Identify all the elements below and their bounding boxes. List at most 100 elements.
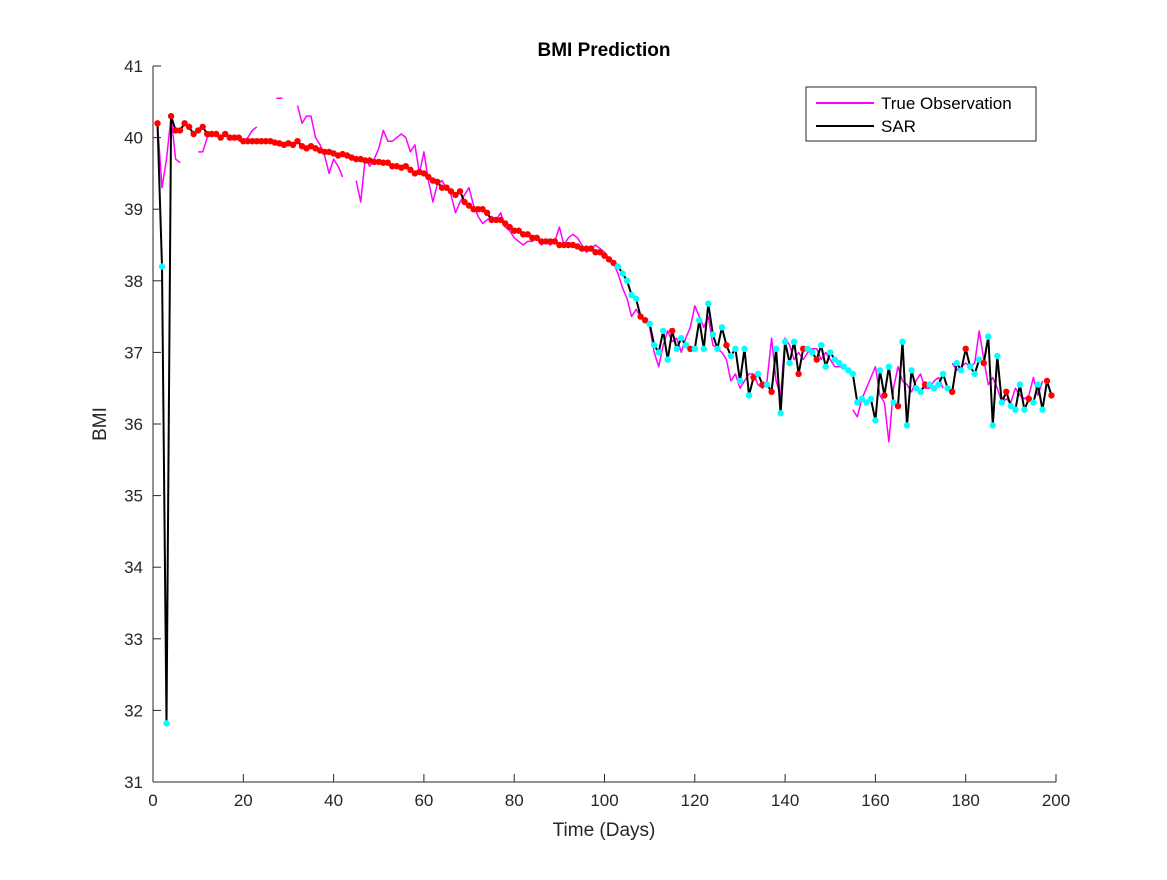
legend-sar-label: SAR bbox=[881, 117, 916, 136]
sar-point-observed bbox=[253, 138, 260, 145]
y-axis-title: BMI bbox=[90, 407, 111, 441]
sar-point-observed bbox=[542, 238, 549, 245]
sar-point-observed bbox=[470, 206, 477, 213]
sar-point-predicted bbox=[872, 417, 879, 424]
sar-point-observed bbox=[669, 327, 676, 335]
y-tick-label: 35 bbox=[124, 487, 143, 506]
y-tick-label: 40 bbox=[124, 129, 143, 148]
sar-point-observed bbox=[768, 388, 775, 395]
sar-point-predicted bbox=[705, 300, 712, 307]
sar-point-observed bbox=[592, 249, 599, 256]
sar-point-observed bbox=[461, 198, 468, 206]
sar-point-predicted bbox=[786, 359, 793, 367]
x-tick-label: 160 bbox=[861, 791, 889, 810]
sar-point-predicted bbox=[899, 338, 906, 345]
sar-point-predicted bbox=[678, 334, 685, 342]
sar-point-predicted bbox=[827, 349, 834, 356]
sar-point-observed bbox=[213, 130, 220, 138]
x-tick-label: 120 bbox=[681, 791, 709, 810]
sar-point-predicted bbox=[935, 381, 942, 388]
sar-point-predicted bbox=[741, 345, 748, 352]
sar-point-predicted bbox=[628, 291, 635, 299]
sar-point-observed bbox=[479, 206, 486, 213]
sar-point-predicted bbox=[777, 410, 784, 417]
sar-point-observed bbox=[637, 313, 644, 320]
sar-point-observed bbox=[384, 159, 391, 166]
sar-point-predicted bbox=[1030, 399, 1037, 406]
sar-point-observed bbox=[167, 112, 175, 120]
sar-point-predicted bbox=[714, 345, 721, 352]
sar-point-observed bbox=[353, 155, 360, 163]
sar-point-predicted bbox=[732, 345, 739, 352]
sar-point-predicted bbox=[1007, 402, 1014, 410]
x-tick-label: 80 bbox=[505, 791, 524, 810]
sar-point-predicted bbox=[809, 349, 816, 356]
sar-point-observed bbox=[407, 166, 414, 173]
sar-point-predicted bbox=[958, 367, 965, 374]
x-tick-label: 40 bbox=[324, 791, 343, 810]
sar-point-predicted bbox=[745, 392, 753, 399]
sar-point-predicted bbox=[998, 399, 1005, 406]
sar-point-predicted bbox=[876, 367, 884, 374]
sar-point-observed bbox=[610, 259, 617, 267]
sar-point-predicted bbox=[994, 352, 1001, 360]
sar-point-predicted bbox=[885, 363, 893, 370]
sar-point-observed bbox=[447, 188, 455, 195]
sar-point-predicted bbox=[623, 277, 631, 284]
x-tick-label: 140 bbox=[771, 791, 799, 810]
sar-point-observed bbox=[962, 345, 969, 352]
sar-point-observed bbox=[596, 249, 604, 256]
sar-point-observed bbox=[380, 159, 387, 166]
sar-point-observed bbox=[389, 163, 396, 170]
sar-point-observed bbox=[921, 381, 929, 388]
sar-point-observed bbox=[474, 206, 482, 213]
sar-point-predicted bbox=[718, 324, 726, 331]
sar-point-predicted bbox=[867, 395, 875, 403]
sar-point-observed bbox=[894, 402, 902, 410]
sar-point-observed bbox=[1043, 377, 1051, 385]
sar-point-predicted bbox=[858, 395, 866, 403]
sar-point-predicted bbox=[976, 356, 983, 363]
sar-point-predicted bbox=[646, 320, 653, 327]
sar-point-predicted bbox=[682, 342, 689, 349]
sar-point-observed bbox=[258, 138, 265, 145]
sar-point-predicted bbox=[903, 422, 911, 429]
sar-point-predicted bbox=[908, 367, 915, 374]
sar-point-observed bbox=[488, 216, 495, 224]
sar-point-observed bbox=[813, 356, 820, 363]
sar-point-observed bbox=[980, 359, 987, 367]
sar-point-observed bbox=[520, 231, 527, 238]
sar-point-predicted bbox=[673, 345, 680, 352]
sar-point-observed bbox=[483, 209, 491, 216]
true-observation-line bbox=[296, 105, 344, 178]
sar-point-observed bbox=[185, 123, 193, 131]
x-tick-label: 100 bbox=[590, 791, 618, 810]
legend-box bbox=[805, 86, 1037, 142]
sar-point-predicted bbox=[890, 399, 897, 406]
y-tick-label: 37 bbox=[124, 343, 143, 362]
sar-point-observed bbox=[687, 345, 694, 352]
sar-point-observed bbox=[244, 138, 251, 145]
sar-point-predicted bbox=[655, 349, 662, 356]
sar-point-observed bbox=[226, 134, 233, 141]
sar-point-predicted bbox=[709, 331, 717, 338]
sar-point-observed bbox=[456, 188, 464, 195]
x-tick-label: 0 bbox=[148, 791, 157, 810]
sar-point-observed bbox=[172, 127, 179, 134]
sar-point-predicted bbox=[163, 720, 170, 727]
sar-point-predicted bbox=[763, 381, 771, 388]
sar-point-predicted bbox=[967, 363, 974, 370]
legend-true-observation-label: True Observation bbox=[881, 94, 1012, 113]
sar-point-observed bbox=[465, 202, 473, 209]
sar-point-observed bbox=[578, 245, 586, 252]
sar-point-observed bbox=[795, 370, 802, 378]
sar-point-observed bbox=[492, 216, 500, 224]
sar-point-observed bbox=[601, 252, 608, 259]
sar-point-observed bbox=[1025, 395, 1033, 403]
sar-point-predicted bbox=[1016, 381, 1024, 388]
sar-point-observed bbox=[235, 134, 242, 141]
sar-point-predicted bbox=[660, 327, 667, 335]
sar-point-predicted bbox=[953, 359, 960, 367]
